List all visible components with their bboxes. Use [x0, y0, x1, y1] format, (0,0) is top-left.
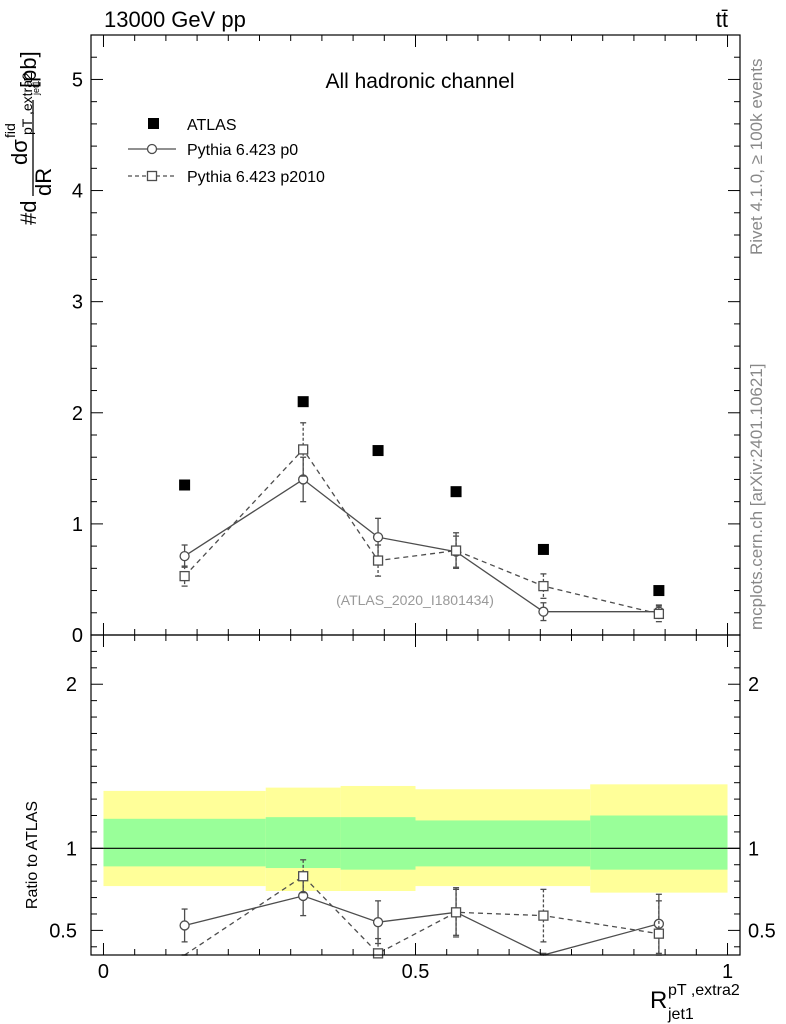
green-uncertainty-band: [415, 820, 591, 867]
y-tick-label-ratio-right: 2: [748, 674, 759, 696]
legend-label-p2010: Pythia 6.423 p2010: [187, 169, 325, 186]
energy-label: 13000 GeV pp: [104, 7, 246, 32]
ratio-y-label: Ratio to ATLAS: [24, 801, 41, 909]
pythia-p2010-ratio-point: [538, 910, 549, 921]
pythia-p0-ratio-point: [372, 917, 384, 928]
y-label-numerator-sup: fid: [2, 123, 18, 138]
y-tick-label-main: 3: [72, 292, 83, 314]
pythia-p2010-main-point: [450, 545, 462, 556]
y-tick-label-main: 1: [72, 514, 83, 536]
pythia-p0-ratio-point: [179, 920, 190, 931]
x-tick-label: 1: [722, 961, 733, 983]
x-tick-label: 0.5: [402, 961, 430, 983]
atlas-main-point: [450, 486, 462, 498]
y-axis-label-main: #d dσ fid pT ,extra2 jet1 dR [pb]: [2, 51, 56, 225]
atlas-main-point: [372, 445, 384, 457]
x-axis-label: R pT ,extra2 jet1: [650, 982, 740, 1023]
x-label-sub: jet1: [667, 1006, 694, 1023]
pythia-p2010-main-line: [184, 448, 660, 615]
pythia-p2010-main-point: [538, 580, 549, 592]
y-tick-label-main: 5: [72, 69, 83, 91]
pythia-p2010-ratio-point: [372, 948, 384, 959]
atlas-main-point: [653, 585, 665, 597]
pythia-p2010-ratio-point: [298, 871, 309, 882]
pythia-p2010-main-point: [653, 608, 665, 620]
chart-title: All hadronic channel: [325, 70, 514, 93]
pythia-p2010-ratio-point: [450, 907, 462, 918]
green-uncertainty-band: [103, 818, 266, 867]
legend: ATLAS Pythia 6.423 p0 Pythia 6.423 p2010: [128, 117, 325, 186]
y-label-numerator: dσ: [7, 139, 32, 165]
pythia-p2010-main-point: [179, 570, 190, 582]
y-tick-label-ratio-left: 2: [66, 674, 77, 696]
main-plot-panel: 0 1 2 3 4 5 All hadronic channel (ATLAS_2020_…: [2, 34, 741, 647]
pythia-p0-main-point: [179, 550, 190, 562]
x-label-main: R: [650, 987, 667, 1014]
y-label-numerator-sub: pT ,extra2: [19, 72, 35, 135]
y-label-numerator-sub2: jet1: [31, 80, 41, 96]
y-label-unit: [pb]: [16, 51, 41, 88]
green-uncertainty-band: [590, 815, 728, 870]
pythia-p0-ratio-line: [184, 895, 660, 956]
rivet-label: Rivet 4.1.0, ≥ 100k events: [747, 59, 766, 255]
mcplots-label: mcplots.cern.ch [arXiv:2401.10621]: [747, 364, 766, 630]
y-label-prefix: #d: [16, 201, 41, 225]
pythia-p2010-ratio-point: [653, 928, 665, 939]
pythia-p2010-main-point: [298, 444, 309, 455]
ratio-plot-panel: 0.5 0.5 1 1 2 2 0 0.5 1 Ratio to ATLAS R pT ,ext…: [24, 634, 776, 1023]
pythia-p0-main-point: [538, 606, 549, 617]
atlas-main-point: [537, 543, 549, 555]
process-label: tt̄: [716, 7, 728, 32]
analysis-watermark: (ATLAS_2020_I1801434): [336, 592, 494, 608]
y-tick-label-ratio-left: 1: [66, 838, 77, 860]
legend-marker-atlas: [148, 118, 159, 129]
y-tick-label-ratio-left: 0.5: [49, 920, 77, 942]
legend-marker-p0: [146, 143, 158, 155]
x-label-sup: pT ,extra2: [668, 982, 740, 999]
legend-label-atlas: ATLAS: [187, 117, 237, 134]
y-tick-label-main: 4: [72, 181, 83, 203]
pythia-p0-main-point: [372, 532, 384, 543]
atlas-main-point: [179, 479, 191, 491]
pythia-p0-main-line: [184, 478, 659, 613]
x-tick-label: 0: [98, 961, 109, 983]
atlas-main-point: [297, 396, 309, 408]
legend-marker-p2010: [146, 170, 158, 182]
pythia-p2010-main-point: [372, 555, 384, 566]
legend-label-p0: Pythia 6.423 p0: [187, 142, 298, 159]
green-uncertainty-band: [340, 817, 416, 870]
y-tick-label-main: 0: [72, 625, 83, 647]
y-tick-label-main: 2: [72, 403, 83, 425]
y-tick-label-ratio-right: 1: [748, 838, 759, 860]
pythia-p2010-ratio-line: [184, 875, 660, 956]
y-label-denominator: dR: [31, 168, 56, 196]
y-tick-label-ratio-right: 0.5: [748, 920, 776, 942]
